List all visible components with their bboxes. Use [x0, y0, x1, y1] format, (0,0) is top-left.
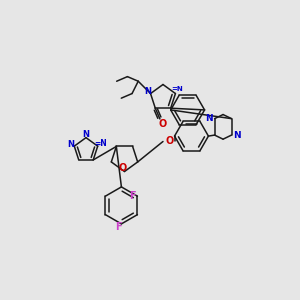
Text: O: O	[119, 163, 127, 173]
Text: =N: =N	[171, 86, 183, 92]
Text: N: N	[82, 130, 89, 139]
Text: N: N	[67, 140, 74, 149]
Text: =N: =N	[94, 139, 107, 148]
Text: F: F	[115, 222, 122, 232]
Text: N: N	[206, 114, 213, 123]
Text: O: O	[158, 118, 166, 129]
Text: N: N	[145, 87, 152, 96]
Text: O: O	[165, 136, 173, 146]
Text: N: N	[233, 130, 241, 140]
Text: F: F	[129, 191, 135, 201]
